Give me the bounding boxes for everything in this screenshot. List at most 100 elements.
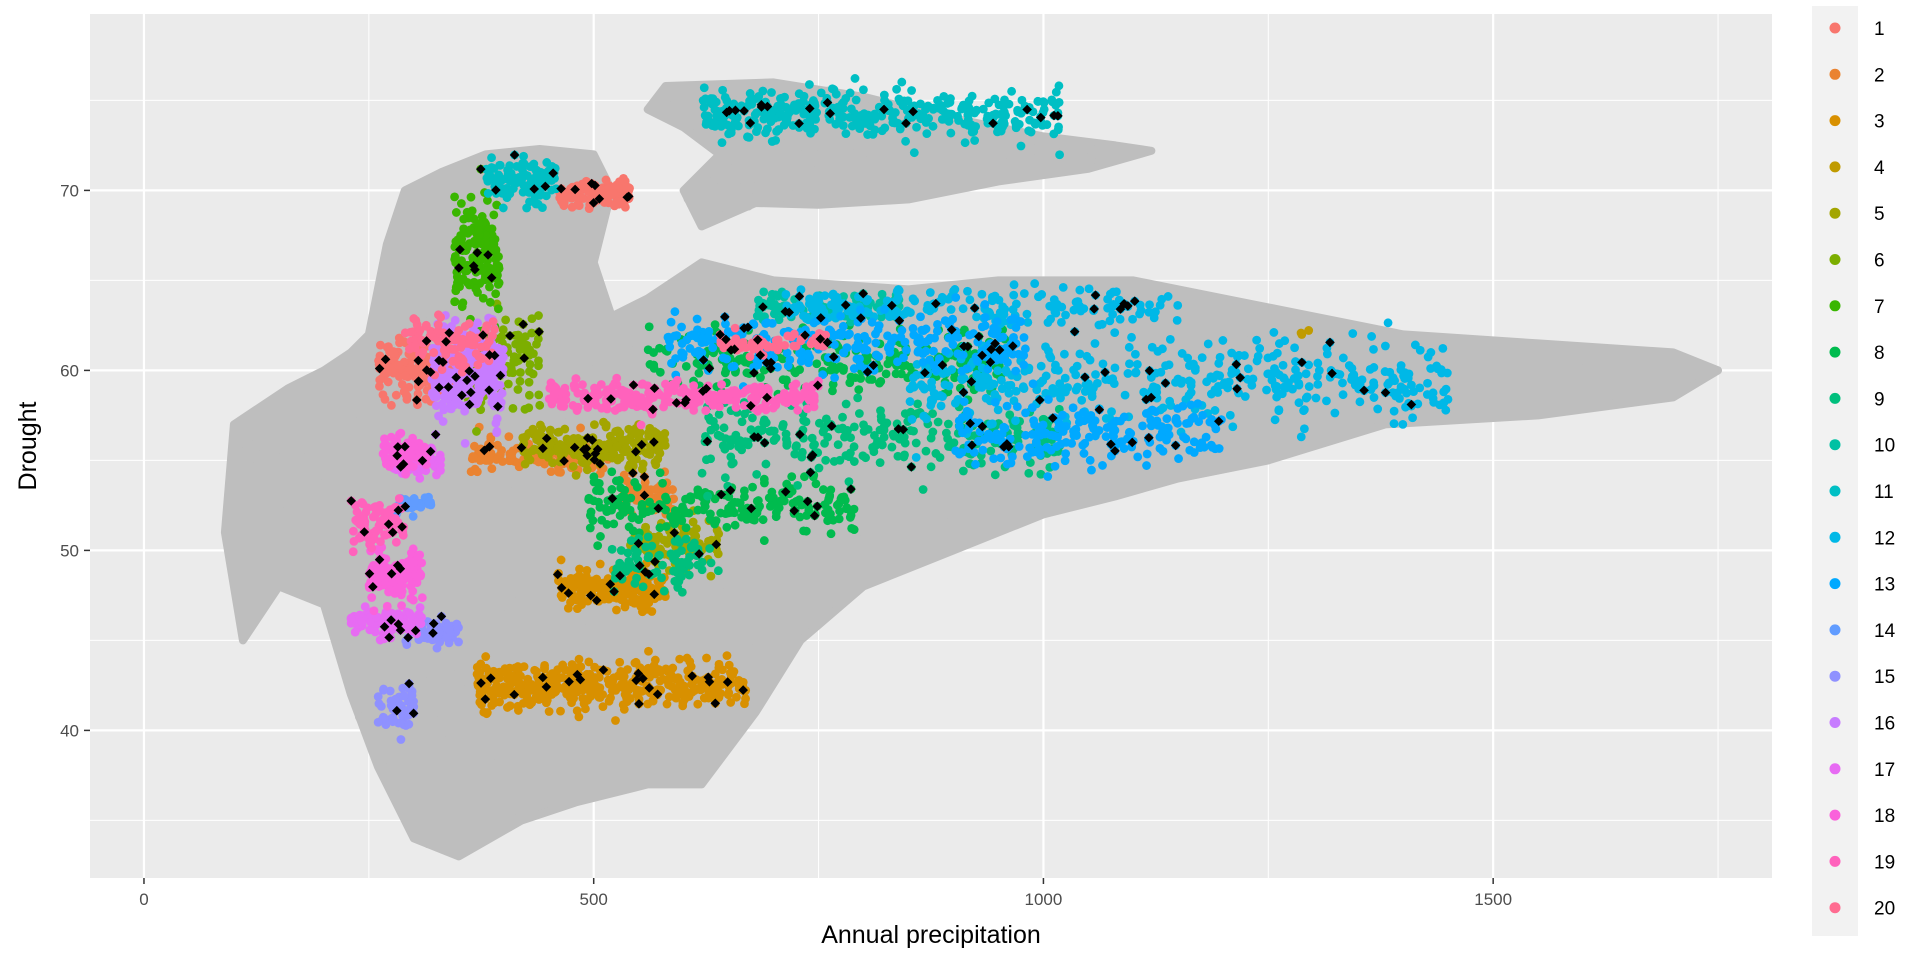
point-series-12	[1049, 303, 1058, 313]
background-point	[805, 198, 815, 208]
point-series-12	[993, 366, 1003, 376]
background-point	[584, 616, 594, 626]
point-series-13	[948, 340, 958, 349]
point-series-8	[655, 468, 665, 478]
background-point	[534, 797, 544, 807]
background-point	[933, 135, 943, 145]
background-point	[714, 460, 724, 470]
background-point	[557, 545, 567, 555]
point-series-13	[977, 322, 987, 332]
point-series-12	[1124, 342, 1134, 352]
background-point	[1422, 410, 1432, 420]
background-point	[407, 300, 417, 310]
point-series-8	[670, 519, 680, 529]
background-point	[805, 182, 815, 192]
background-point	[860, 101, 870, 111]
background-point	[399, 316, 409, 326]
point-series-13	[899, 353, 908, 363]
background-point	[507, 786, 517, 796]
point-series-6	[527, 328, 537, 338]
point-series-13	[980, 300, 990, 309]
point-series-12	[1011, 299, 1021, 309]
background-point	[434, 303, 444, 313]
point-series-12	[1127, 332, 1136, 342]
point-series-11	[724, 121, 734, 131]
background-point	[808, 487, 818, 497]
point-series-11	[853, 119, 862, 129]
background-point	[580, 735, 590, 745]
point-series-7	[450, 251, 460, 261]
background-point	[845, 549, 855, 559]
point-series-5	[571, 470, 581, 480]
background-point	[914, 526, 924, 536]
background-point	[745, 174, 755, 184]
point-series-8	[748, 482, 757, 492]
point-series-9	[781, 434, 791, 444]
point-series-12	[1396, 365, 1406, 375]
background-point	[393, 635, 403, 645]
background-point	[679, 774, 689, 784]
background-point	[1210, 296, 1220, 306]
background-point	[323, 445, 333, 455]
background-point	[544, 483, 554, 493]
point-series-12	[1369, 381, 1379, 391]
background-point	[332, 619, 342, 629]
background-point	[936, 505, 946, 515]
point-series-11	[699, 102, 709, 112]
point-series-3	[655, 676, 665, 686]
point-series-13	[874, 352, 884, 362]
background-point	[445, 664, 455, 674]
point-series-5	[529, 444, 539, 454]
point-series-9	[655, 550, 664, 560]
point-series-8	[760, 478, 769, 488]
background-point	[711, 199, 721, 209]
point-series-12	[1279, 373, 1289, 383]
point-series-13	[796, 356, 806, 366]
background-point	[291, 471, 301, 481]
point-series-12	[812, 291, 822, 301]
point-series-11	[517, 175, 527, 184]
background-point	[868, 558, 878, 568]
point-series-9	[921, 446, 931, 456]
background-point	[776, 645, 786, 655]
point-series-8	[722, 522, 732, 532]
background-point	[733, 183, 743, 193]
background-point	[981, 154, 991, 164]
background-point	[367, 640, 377, 650]
background-point	[892, 157, 902, 167]
background-point	[352, 599, 362, 609]
background-point	[758, 157, 768, 167]
background-point	[812, 555, 822, 565]
point-series-12	[1087, 388, 1097, 398]
point-series-8	[828, 386, 837, 396]
background-point	[812, 165, 822, 175]
point-series-3	[619, 677, 628, 687]
background-point	[663, 298, 673, 308]
point-series-8	[765, 501, 775, 511]
point-series-6	[515, 345, 525, 354]
point-series-11	[851, 95, 861, 105]
point-series-3	[566, 597, 575, 607]
background-point	[322, 373, 332, 383]
background-point	[1645, 350, 1655, 360]
background-point	[544, 571, 554, 581]
point-series-9	[714, 410, 724, 419]
point-series-11	[487, 153, 496, 163]
point-series-7	[489, 210, 499, 220]
background-point	[626, 334, 636, 344]
background-point	[1253, 449, 1263, 459]
point-series-12	[1085, 355, 1095, 365]
background-point	[1133, 395, 1143, 405]
background-point	[881, 471, 891, 481]
point-series-12	[1057, 317, 1066, 327]
point-series-2	[650, 485, 660, 495]
background-point	[737, 577, 747, 587]
point-series-9	[931, 449, 941, 458]
point-series-12	[1011, 386, 1021, 396]
point-series-11	[993, 127, 1002, 137]
point-series-3	[518, 689, 527, 699]
background-point	[518, 212, 528, 222]
point-series-7	[450, 297, 460, 307]
point-series-13	[992, 317, 1002, 326]
background-point	[1005, 151, 1015, 161]
